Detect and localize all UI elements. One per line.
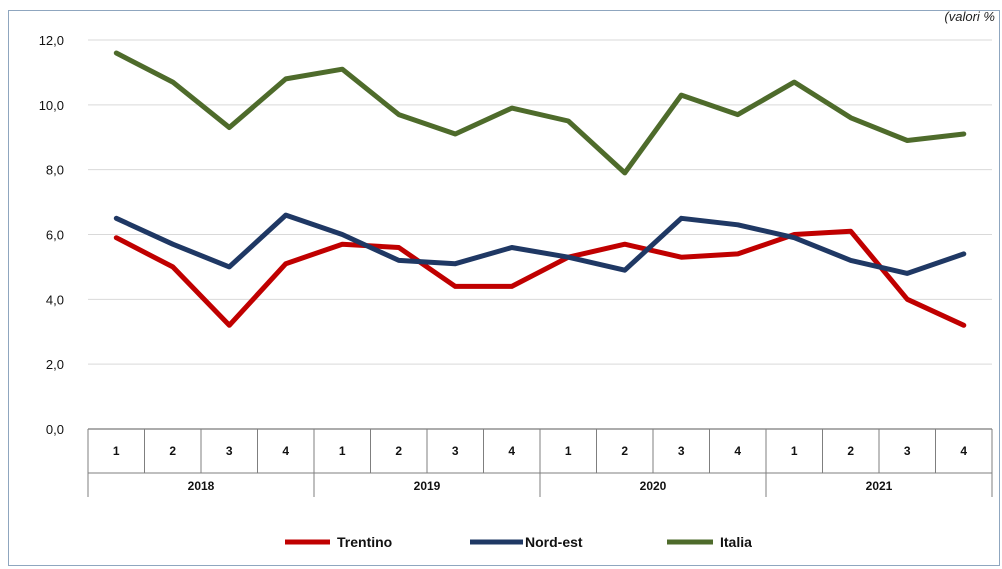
x-quarter-label: 4 <box>734 444 741 458</box>
x-year-label: 2019 <box>414 479 441 493</box>
x-quarter-label: 2 <box>395 444 402 458</box>
x-year-label: 2020 <box>640 479 667 493</box>
y-tick-label: 0,0 <box>46 422 64 437</box>
x-quarter-label: 2 <box>847 444 854 458</box>
series-line-trentino <box>113 228 967 328</box>
x-quarter-label: 1 <box>565 444 572 458</box>
legend-label: Trentino <box>337 534 392 550</box>
y-tick-label: 4,0 <box>46 292 64 307</box>
x-quarter-label: 4 <box>282 444 289 458</box>
x-quarter-label: 1 <box>791 444 798 458</box>
x-quarter-label: 3 <box>226 444 233 458</box>
x-year-label: 2018 <box>188 479 215 493</box>
unit-note: (valori % <box>944 9 995 24</box>
x-quarter-label: 4 <box>508 444 515 458</box>
x-year-label: 2021 <box>866 479 893 493</box>
x-quarter-label: 3 <box>678 444 685 458</box>
legend-label: Nord-est <box>525 534 583 550</box>
series-line-italia <box>113 50 967 176</box>
x-quarter-label: 2 <box>169 444 176 458</box>
x-quarter-label: 1 <box>113 444 120 458</box>
y-tick-label: 2,0 <box>46 357 64 372</box>
x-quarter-label: 2 <box>621 444 628 458</box>
x-quarter-label: 1 <box>339 444 346 458</box>
y-tick-label: 6,0 <box>46 228 64 243</box>
x-quarter-label: 3 <box>904 444 911 458</box>
y-tick-label: 10,0 <box>39 98 64 113</box>
legend-label: Italia <box>720 534 752 550</box>
y-axis-ticks: 0,0 2,0 4,0 6,0 8,0 10,0 12,0 <box>39 33 64 437</box>
x-quarter-label: 4 <box>960 444 967 458</box>
legend: Trentino Nord-est Italia <box>285 534 752 550</box>
x-quarter-label: 3 <box>452 444 459 458</box>
series-lines <box>113 50 967 328</box>
y-tick-label: 8,0 <box>46 163 64 178</box>
x-axis: 1 2 3 4 1 2 3 4 1 2 3 4 1 2 3 4 2018 2019 2020 2021 <box>87 428 993 497</box>
series-line-nord-est <box>113 212 967 276</box>
y-tick-label: 12,0 <box>39 33 64 48</box>
